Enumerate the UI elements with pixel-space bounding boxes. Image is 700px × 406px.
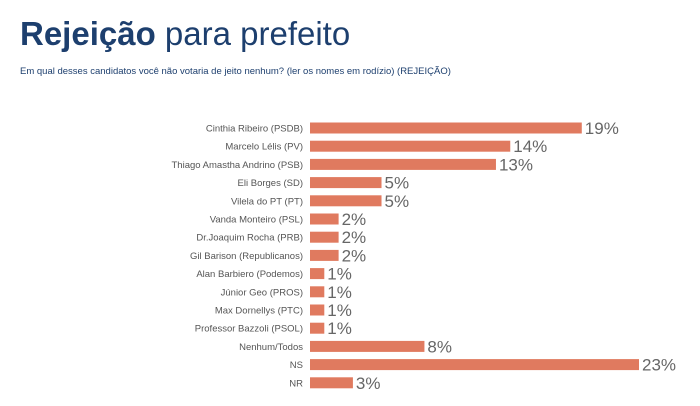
category-label: NR [289, 378, 303, 389]
category-label: Gil Barison (Republicanos) [190, 251, 303, 262]
bar [310, 268, 325, 280]
value-label: 23% [642, 356, 676, 375]
category-label: Júnior Geo (PROS) [221, 287, 303, 298]
bar [310, 213, 339, 225]
category-label: NS [290, 360, 303, 371]
value-label: 1% [327, 265, 352, 284]
bar [310, 231, 339, 243]
bar [310, 340, 425, 352]
category-label: Cinthia Ribeiro (PSDB) [206, 124, 303, 135]
value-label: 5% [385, 174, 410, 193]
bar [310, 359, 639, 371]
category-label: Vilela do PT (PT) [231, 196, 303, 207]
value-label: 1% [327, 301, 352, 320]
value-label: 5% [385, 192, 410, 211]
bar [310, 304, 325, 316]
value-label: 1% [327, 319, 352, 338]
value-label: 14% [513, 137, 547, 156]
category-label: Eli Borges (SD) [238, 178, 303, 189]
bar [310, 249, 339, 261]
value-label: 3% [356, 374, 381, 393]
bar [310, 140, 511, 152]
value-label: 1% [327, 283, 352, 302]
category-label: Professor Bazzoli (PSOL) [195, 324, 303, 335]
value-label: 2% [342, 210, 367, 229]
value-label: 8% [427, 337, 452, 356]
bar [310, 377, 353, 389]
category-label: Alan Barbiero (Podemos) [196, 269, 303, 280]
chart-subtitle: Em qual desses candidatos você não votar… [20, 66, 451, 77]
bar [310, 177, 382, 189]
category-label: Vanda Monteiro (PSL) [210, 215, 303, 226]
category-label: Marcelo Lélis (PV) [225, 142, 303, 153]
bar [310, 322, 325, 334]
bar [310, 122, 582, 134]
category-label: Thiago Amastha Andrino (PSB) [172, 160, 304, 171]
value-label: 13% [499, 155, 533, 174]
value-label: 2% [342, 228, 367, 247]
bar [310, 195, 382, 207]
page-title: Rejeição para prefeito [20, 14, 350, 54]
bar [310, 158, 496, 170]
category-label: Dr.Joaquim Rocha (PRB) [196, 233, 303, 244]
title-bold: Rejeição [20, 15, 156, 52]
category-label: Max Dornellys (PTC) [215, 306, 303, 317]
title-rest: para prefeito [155, 15, 351, 52]
bar [310, 286, 325, 298]
value-label: 2% [342, 246, 367, 265]
category-label: Nenhum/Todos [239, 342, 303, 353]
value-label: 19% [585, 119, 619, 138]
